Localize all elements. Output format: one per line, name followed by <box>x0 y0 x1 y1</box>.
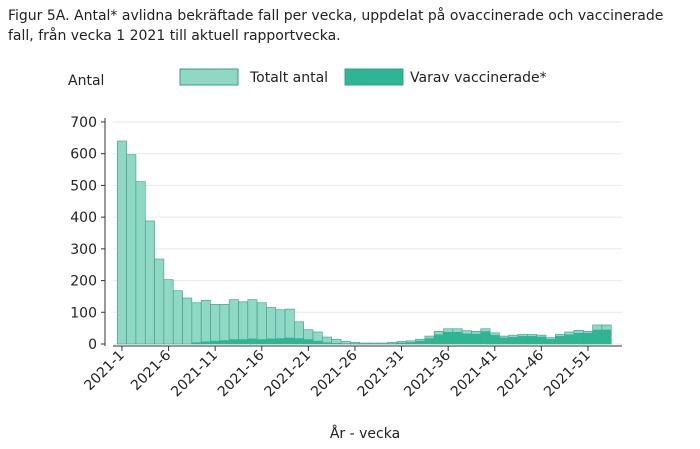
bar <box>518 336 527 344</box>
legend-swatch <box>180 69 238 85</box>
bar <box>220 340 229 344</box>
bar <box>313 341 322 344</box>
y-tick-label: 100 <box>70 305 97 321</box>
bar <box>164 280 173 344</box>
x-tick-label: 2021-26 <box>308 347 361 400</box>
bar <box>471 334 480 344</box>
bar <box>341 343 350 344</box>
bar <box>481 331 490 344</box>
bar <box>322 342 331 344</box>
bar <box>602 330 611 344</box>
bar <box>453 332 462 344</box>
bar <box>537 337 546 344</box>
chart-title: Figur 5A. Antal* avlidna bekräftade fall… <box>8 7 663 24</box>
bar <box>397 343 406 344</box>
bar <box>238 302 247 344</box>
bar <box>583 333 592 344</box>
bar <box>248 339 257 344</box>
bar <box>127 155 136 344</box>
bar <box>229 339 238 344</box>
bar <box>192 303 201 344</box>
bar <box>416 341 425 344</box>
legend-label: Varav vaccinerade* <box>410 70 547 86</box>
y-tick-label: 700 <box>70 115 97 131</box>
bar <box>509 337 518 344</box>
x-tick-label: 2021-1 <box>81 348 127 394</box>
bar <box>192 342 201 344</box>
bar <box>117 141 126 344</box>
bar <box>304 339 313 344</box>
y-tick-label: 400 <box>70 210 97 226</box>
x-tick-label: 2021-46 <box>495 347 548 400</box>
bar <box>546 339 555 344</box>
bar <box>201 300 210 344</box>
bar <box>294 338 303 344</box>
bar <box>248 300 257 344</box>
x-tick-label: 2021-21 <box>262 348 315 401</box>
bar <box>211 304 220 344</box>
y-tick-label: 300 <box>70 242 97 258</box>
bar <box>201 341 210 344</box>
bar <box>499 338 508 344</box>
bar <box>555 336 564 344</box>
bar <box>593 330 602 344</box>
chart-subtitle: fall, från vecka 1 2021 till aktuell rap… <box>8 27 341 44</box>
bar <box>136 182 145 344</box>
x-tick-label: 2021-41 <box>448 348 501 401</box>
x-tick-label: 2021-51 <box>541 348 594 401</box>
bar <box>434 334 443 344</box>
bar <box>257 339 266 344</box>
bar <box>388 343 397 344</box>
x-tick-label: 2021-6 <box>128 347 174 393</box>
y-tick-label: 500 <box>70 178 97 194</box>
x-tick-label: 2021-36 <box>401 347 454 400</box>
y-tick-label: 0 <box>88 337 97 353</box>
bar <box>238 339 247 344</box>
x-tick-label: 2021-31 <box>355 348 408 401</box>
y-tick-label: 200 <box>70 274 97 290</box>
x-tick-label: 2021-16 <box>215 347 268 400</box>
bar <box>490 335 499 344</box>
bar <box>220 304 229 344</box>
x-tick-label: 2021-11 <box>168 348 221 401</box>
bar <box>155 259 164 344</box>
bar <box>350 343 359 344</box>
bar <box>257 303 266 344</box>
y-tick-label: 600 <box>70 147 97 163</box>
bar <box>229 300 238 344</box>
y-axis-label: Antal <box>68 73 104 89</box>
bar <box>211 341 220 344</box>
legend-label: Totalt antal <box>249 70 328 86</box>
x-axis-label: År - vecka <box>330 425 400 442</box>
bar <box>266 339 275 344</box>
bar <box>565 334 574 344</box>
bar <box>444 332 453 344</box>
bar <box>266 308 275 344</box>
bar <box>425 338 434 344</box>
bar <box>574 333 583 344</box>
bar <box>183 298 192 344</box>
bar <box>462 334 471 344</box>
bar <box>332 343 341 344</box>
bar <box>406 342 415 344</box>
bar <box>527 336 536 344</box>
legend-swatch <box>345 69 403 85</box>
bar <box>145 221 154 344</box>
bar <box>276 338 285 344</box>
bar <box>285 338 294 344</box>
bar <box>173 291 182 344</box>
